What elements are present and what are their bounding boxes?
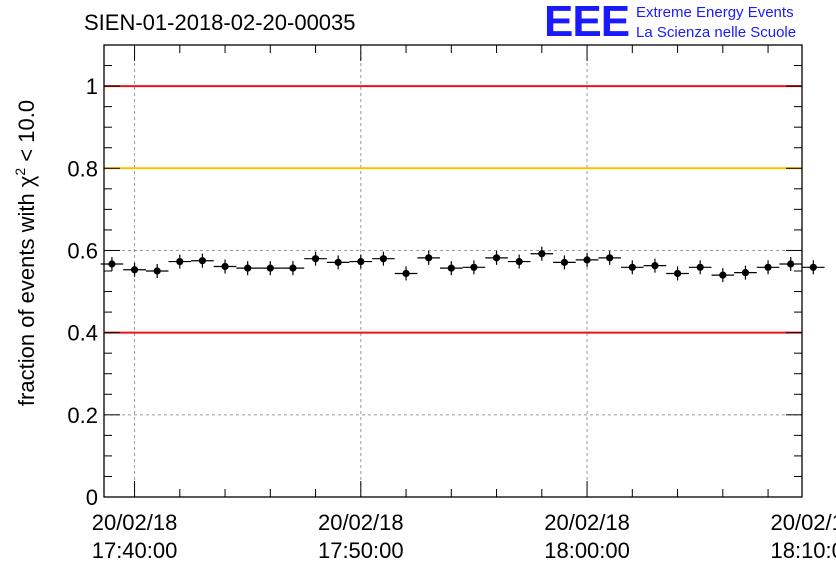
y-tick-label: 0.4 <box>67 321 98 346</box>
y-tick-label: 0.2 <box>67 403 98 428</box>
y-axis-label-superscript: 2 <box>12 168 28 176</box>
data-point <box>402 269 410 278</box>
eee-logo-mark: EEE <box>544 0 630 46</box>
y-axis-label-text: fraction of events with χ <box>14 175 39 406</box>
logo-line-extreme-energy-events: Extreme Energy Events <box>636 4 794 21</box>
y-tick-label: 0.6 <box>67 238 98 263</box>
y-axis-label-tail: < 10.0 <box>14 100 39 168</box>
data-points <box>100 246 825 283</box>
data-point <box>560 258 569 266</box>
data-point <box>198 257 207 265</box>
logo-line-scienza-nelle-scuole: La Scienza nelle Scuole <box>636 24 797 41</box>
data-point <box>470 263 478 271</box>
plot-frame <box>103 44 803 498</box>
data-point <box>176 257 184 266</box>
data-point <box>673 269 682 278</box>
data-point <box>809 263 817 271</box>
data-point <box>538 250 546 258</box>
data-point <box>221 262 229 271</box>
x-tick-label-time: 18:10:00 <box>770 538 836 563</box>
data-point <box>741 269 750 277</box>
x-tick-label-date: 20/02/18 <box>92 510 178 535</box>
y-axis-label: fraction of events with χ2 < 10.0 <box>12 100 39 406</box>
data-point <box>447 264 455 272</box>
reference-lines <box>104 85 802 334</box>
data-point <box>606 254 614 262</box>
data-point <box>130 266 139 274</box>
data-point <box>289 264 297 272</box>
data-point <box>515 257 523 266</box>
y-tick-label: 0.8 <box>67 156 98 181</box>
data-point <box>787 260 795 268</box>
x-tick-label-date: 20/02/18 <box>544 510 630 535</box>
data-point <box>764 263 772 271</box>
data-point <box>651 262 659 270</box>
data-point <box>719 271 727 279</box>
data-point <box>583 256 591 264</box>
data-point <box>311 255 320 263</box>
x-tick-label-time: 17:40:00 <box>92 538 178 563</box>
data-point <box>357 257 365 266</box>
data-point <box>425 254 433 262</box>
data-point <box>108 260 116 268</box>
data-point <box>628 263 636 271</box>
data-point <box>492 254 501 262</box>
data-point <box>379 255 388 263</box>
data-point <box>153 267 161 275</box>
x-tick-label-time: 17:50:00 <box>318 538 404 563</box>
x-tick-label-date: 20/02/18 <box>770 510 836 535</box>
data-point <box>334 258 342 266</box>
data-point <box>266 264 274 272</box>
data-point <box>244 264 252 272</box>
axis-labels: 0 0.2 0.4 0.6 0.8 1 20/02/18 17:40:00 20/02/18 17… <box>67 74 836 563</box>
eee-logo: EEE Extreme Energy Events La Scienza nel… <box>544 0 836 46</box>
x-tick-label-date: 20/02/18 <box>318 510 404 535</box>
x-tick-label-time: 18:00:00 <box>544 538 630 563</box>
y-tick-label: 0 <box>86 485 98 510</box>
chart-title: SIEN-01-2018-02-20-00035 <box>84 10 356 35</box>
y-tick-label: 1 <box>86 74 98 99</box>
data-point <box>696 263 704 271</box>
